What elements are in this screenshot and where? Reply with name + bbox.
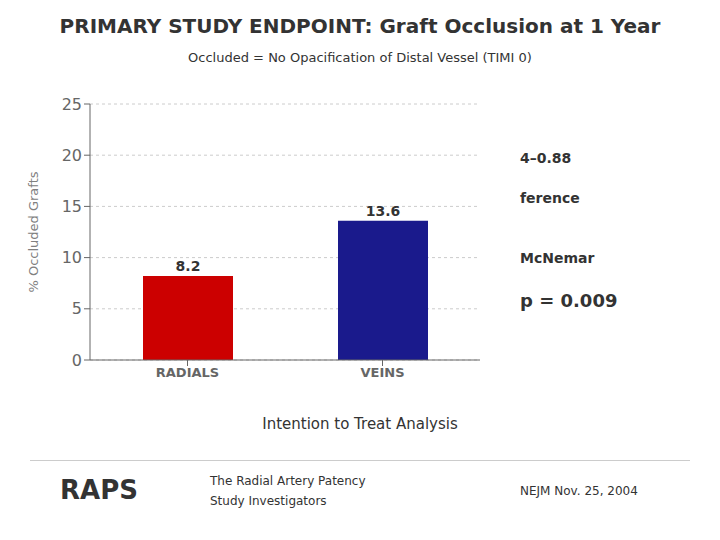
svg-text:VEINS: VEINS xyxy=(360,365,404,380)
svg-text:13.6: 13.6 xyxy=(366,203,401,219)
html-text:PRIMARY STUDY ENDPOINT: Graft: PRIMARY STUDY ENDPOINT: Graft Occlusion … xyxy=(59,14,661,38)
html-text:4–0.88: 4–0.88 xyxy=(520,150,572,166)
svg-text:20: 20 xyxy=(62,146,82,165)
svg-text:8.2: 8.2 xyxy=(176,258,201,274)
html-text:p = 0.009: p = 0.009 xyxy=(520,290,618,311)
html-text:Study Investigators: Study Investigators xyxy=(210,494,327,508)
html-text:RAPS: RAPS xyxy=(60,475,138,505)
svg-text:0: 0 xyxy=(72,351,82,370)
html-text:ference: ference xyxy=(520,190,580,206)
html-text:The Radial Artery Patency: The Radial Artery Patency xyxy=(210,474,366,488)
svg-text:5: 5 xyxy=(72,299,82,318)
svg-text:10: 10 xyxy=(62,248,82,267)
svg-text:25: 25 xyxy=(62,95,82,114)
html-text:NEJM Nov. 25, 2004: NEJM Nov. 25, 2004 xyxy=(520,484,638,498)
html-text:Intention to Treat Analysis: Intention to Treat Analysis xyxy=(262,415,458,433)
svg-text:% Occluded Grafts: % Occluded Grafts xyxy=(26,171,41,292)
html-text:Occluded = No Opacification of: Occluded = No Opacification of Distal Ve… xyxy=(188,50,532,65)
html-text:McNemar: McNemar xyxy=(520,250,595,266)
svg-text:15: 15 xyxy=(62,197,82,216)
svg-text:RADIALS: RADIALS xyxy=(156,365,219,380)
